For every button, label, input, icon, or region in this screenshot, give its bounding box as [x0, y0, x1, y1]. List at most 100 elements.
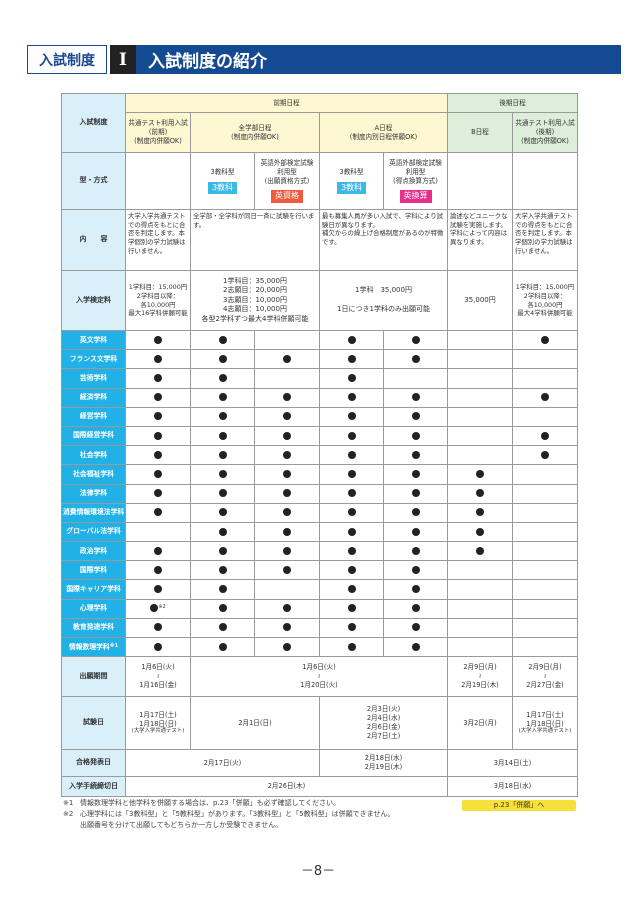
department-label: 情報数理学科 — [68, 642, 110, 651]
group-late: 後期日程 — [447, 93, 578, 113]
available-dot-icon — [347, 642, 356, 651]
availability-cell — [447, 464, 513, 485]
availability-cell — [512, 425, 578, 447]
available-dot-icon — [347, 585, 356, 594]
availability-cell — [512, 483, 578, 504]
available-dot-icon — [476, 546, 484, 555]
availability-cell — [447, 521, 513, 543]
department-label: 政治学科 — [79, 546, 108, 555]
available-dot-icon — [218, 450, 227, 459]
result-date: 3月14日(土) — [447, 749, 578, 778]
group-early: 前期日程 — [125, 93, 448, 113]
row-label-type: 型・方式 — [61, 152, 126, 210]
available-dot-icon — [154, 565, 162, 574]
available-dot-icon — [154, 393, 162, 402]
available-dot-icon — [347, 335, 356, 344]
availability-cell — [190, 560, 255, 581]
row-label-fee: 入学検定料 — [61, 270, 126, 331]
availability-cell — [447, 541, 513, 562]
badge: 英換算 — [399, 190, 432, 204]
available-dot-icon — [347, 489, 356, 498]
availability-cell — [190, 349, 255, 370]
exam-system-table: 入試制度 前期日程 後期日程 共通テスト利用入試 (前期) (制度内併願OK) … — [61, 93, 578, 798]
availability-cell — [190, 387, 255, 408]
availability-cell — [447, 349, 513, 370]
available-dot-icon — [411, 431, 420, 440]
available-dot-icon — [411, 565, 420, 574]
department-name: フランス文学科 — [61, 349, 126, 370]
department-row: 芸術学科 — [61, 368, 578, 389]
available-dot-icon — [411, 604, 420, 613]
department-name: 国際キャリア学科 — [61, 579, 126, 600]
availability-cell — [383, 464, 448, 485]
availability-cell — [319, 464, 384, 485]
availability-cell — [319, 598, 384, 619]
availability-cell — [383, 560, 448, 581]
availability-cell — [447, 483, 513, 504]
section-number: I — [110, 45, 136, 74]
type: 3教科型 — [210, 167, 235, 176]
department-name: 情報数理学科※1 — [61, 636, 126, 658]
availability-cell — [512, 560, 578, 581]
content: 大学入学共通テストでの得点をもとに合否を判定します。本学個別の学力試験は行いませ… — [512, 209, 578, 271]
exam-date: 3月2日(月) — [447, 696, 513, 751]
available-dot-icon — [347, 469, 356, 478]
availability-cell — [125, 617, 191, 639]
available-dot-icon — [283, 623, 291, 632]
result-date: 2月17日(火) — [125, 749, 320, 778]
row-label-period: 出願期間 — [61, 656, 126, 698]
availability-cell — [383, 329, 448, 351]
availability-cell — [319, 483, 384, 504]
availability-cell — [254, 406, 320, 427]
availability-cell — [190, 464, 255, 485]
department-label: 国際経営学科 — [73, 431, 114, 440]
availability-cell — [512, 598, 578, 619]
page-23-link-button[interactable]: p.23「併願」へ — [462, 800, 576, 811]
availability-cell — [254, 445, 320, 466]
available-dot-icon — [411, 335, 420, 344]
available-dot-icon — [541, 335, 549, 344]
availability-cell — [254, 560, 320, 581]
availability-cell — [190, 329, 255, 351]
availability-cell — [512, 368, 578, 389]
availability-cell — [125, 425, 191, 447]
availability-cell — [254, 329, 320, 351]
available-dot-icon — [411, 489, 420, 498]
availability-cell — [125, 464, 191, 485]
period: 2月9日(月) ≀ 2月27日(金) — [512, 656, 578, 698]
department-label: 教育発達学科 — [73, 623, 114, 632]
department-row: 法律学科 — [61, 483, 578, 504]
available-dot-icon — [283, 489, 291, 498]
availability-cell — [125, 368, 191, 389]
period: 1月6日(火) ≀ 1月16日(金) — [125, 656, 191, 698]
department-label: グローバル法学科 — [66, 527, 121, 536]
availability-cell — [447, 598, 513, 619]
available-dot-icon — [218, 623, 227, 632]
available-dot-icon — [283, 508, 291, 517]
exam-date: 1月17日(土) 1月18日(日) — [526, 710, 564, 728]
available-dot-icon — [411, 642, 420, 651]
availability-cell — [190, 425, 255, 447]
department-label: 経営学科 — [79, 412, 108, 421]
availability-cell — [319, 387, 384, 408]
fee: 1学科目：35,000円 2志願目：20,000円 3志願目：10,000円 4… — [190, 270, 320, 331]
available-dot-icon — [347, 565, 356, 574]
department-row: 国際学科 — [61, 560, 578, 581]
footnote: ※1 情報数理学科と他学科を併願する場合は、p.23「併願」も必ず確認してください… — [63, 799, 341, 807]
available-dot-icon — [218, 604, 227, 613]
availability-cell — [190, 636, 255, 658]
available-dot-icon — [150, 604, 159, 613]
available-dot-icon — [283, 642, 291, 651]
available-dot-icon — [218, 374, 227, 383]
department-row: 教育発達学科 — [61, 617, 578, 639]
available-dot-icon — [218, 431, 227, 440]
exam-sub: (大学入学共通テスト) — [131, 728, 185, 735]
period: 1月6日(火) ≀ 1月20日(火) — [190, 656, 448, 698]
department-name: 国際学科 — [61, 560, 126, 581]
department-row: 経済学科 — [61, 387, 578, 408]
availability-cell — [125, 406, 191, 427]
department-name: 社会学科 — [61, 445, 126, 466]
available-dot-icon — [411, 393, 420, 402]
availability-cell — [512, 445, 578, 466]
